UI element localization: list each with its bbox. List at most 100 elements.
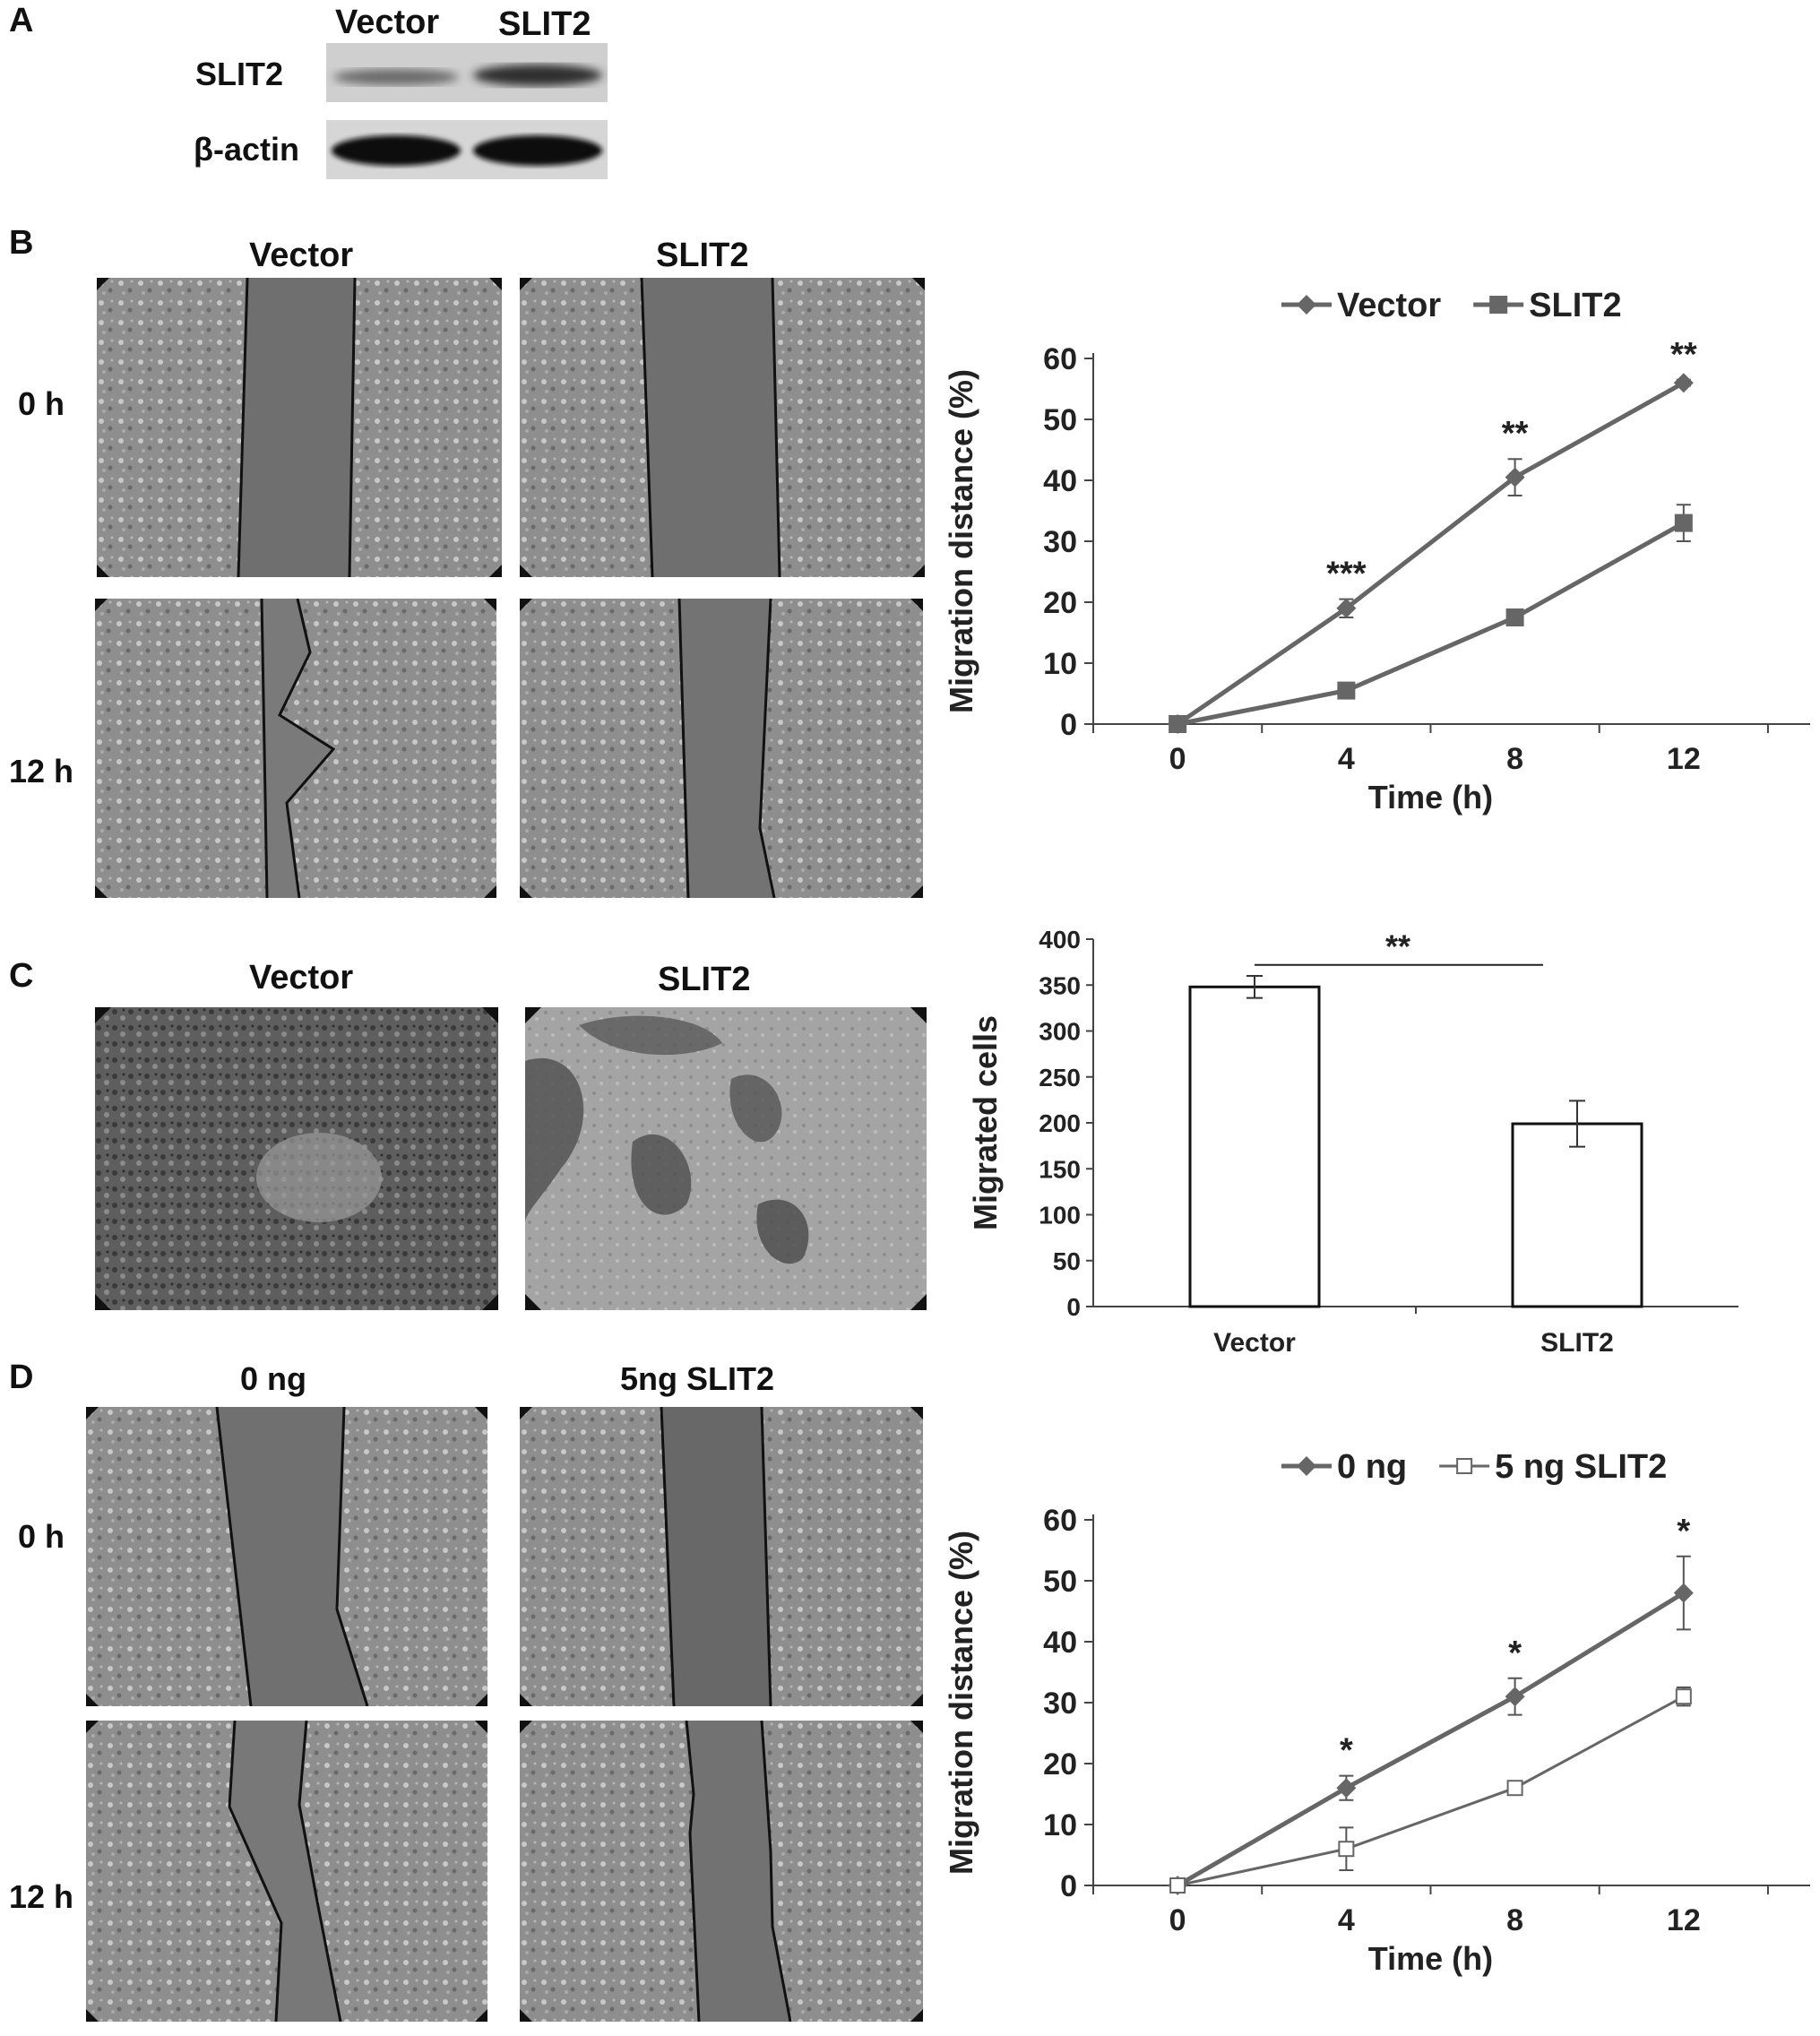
significance-label: ** xyxy=(1502,415,1529,453)
data-point xyxy=(1336,598,1357,618)
panel-b-letter: B xyxy=(9,224,34,262)
panel-c-column-vector: Vector xyxy=(249,959,354,996)
chart-c-migrated-cells: 0 50 100 150 200 250 300 350 400 Migrated cells Ve… xyxy=(967,926,1738,1358)
data-point xyxy=(1336,1778,1357,1799)
data-point xyxy=(1673,373,1694,393)
blot-band-slit2-vector xyxy=(333,69,459,85)
micrograph-b-slit2-12h xyxy=(520,599,923,898)
y-tick-label: 20 xyxy=(1043,586,1077,620)
y-tick-label: 200 xyxy=(1039,1109,1081,1137)
panel-b-row-12h: 12 h xyxy=(9,753,74,789)
x-category-label: SLIT2 xyxy=(1540,1328,1614,1358)
blot-band-slit2-slit2 xyxy=(473,65,602,86)
series-line-1 xyxy=(1177,1695,1685,1887)
y-axis-title: Migration distance (%) xyxy=(943,1531,979,1875)
micrograph-c-slit2 xyxy=(525,1007,927,1310)
x-category-label: Vector xyxy=(1213,1328,1296,1358)
panel-b-row-0h: 0 h xyxy=(18,385,65,422)
x-tick-label: 8 xyxy=(1506,742,1523,776)
y-tick-label: 30 xyxy=(1043,1687,1077,1721)
y-tick-label: 20 xyxy=(1043,1747,1077,1782)
micrograph-b-slit2-0h xyxy=(520,278,925,577)
y-tick-label: 250 xyxy=(1039,1064,1081,1091)
significance-label: ** xyxy=(1670,336,1697,374)
x-tick-label: 4 xyxy=(1338,742,1355,776)
x-tick-label: 4 xyxy=(1338,1903,1355,1937)
y-tick-label: 300 xyxy=(1039,1018,1081,1046)
y-tick-label: 60 xyxy=(1043,342,1077,376)
x-tick-label: 8 xyxy=(1506,1903,1523,1937)
y-tick-label: 0 xyxy=(1066,1293,1081,1321)
legend-label: SLIT2 xyxy=(1529,287,1621,324)
legend-label: 5 ng SLIT2 xyxy=(1495,1448,1667,1486)
x-tick-label: 12 xyxy=(1667,742,1701,776)
data-point xyxy=(1338,1841,1355,1858)
data-point xyxy=(1505,608,1524,626)
x-tick-label: 0 xyxy=(1169,742,1186,776)
micrograph-d-5ng-0h xyxy=(520,1407,923,1706)
micrograph-b-vector-0h xyxy=(97,278,502,577)
data-point xyxy=(1337,681,1356,700)
data-point xyxy=(1506,1780,1523,1797)
data-point xyxy=(1169,1877,1186,1894)
data-point xyxy=(1674,513,1693,532)
micrograph-c-vector xyxy=(95,1007,498,1310)
legend-label: 0 ng xyxy=(1337,1448,1407,1486)
panel-d-letter: D xyxy=(9,1359,34,1396)
y-tick-label: 50 xyxy=(1043,403,1077,437)
western-blot xyxy=(326,43,608,179)
panel-d-column-0ng: 0 ng xyxy=(240,1360,307,1397)
data-point xyxy=(1673,1583,1694,1603)
panel-b-column-vector: Vector xyxy=(249,237,354,274)
panel-d-column-5ng: 5ng SLIT2 xyxy=(620,1360,775,1397)
y-tick-label: 10 xyxy=(1043,1808,1077,1842)
y-tick-label: 100 xyxy=(1039,1202,1081,1229)
y-tick-label: 60 xyxy=(1043,1504,1077,1538)
series-line-1 xyxy=(1177,521,1686,727)
micrograph-d-0ng-12h xyxy=(86,1721,487,2022)
panel-d-row-0h: 0 h xyxy=(18,1518,65,1555)
data-point xyxy=(1169,715,1187,733)
y-tick-label: 0 xyxy=(1060,1869,1077,1903)
series-line-0 xyxy=(1176,1591,1686,1888)
legend-label: Vector xyxy=(1337,287,1441,324)
x-tick-label: 0 xyxy=(1169,1903,1186,1937)
panel-d-row-12h: 12 h xyxy=(9,1878,74,1915)
significance-label: * xyxy=(1508,1635,1522,1672)
blot-row-actin: β-actin xyxy=(194,131,299,168)
significance-label: ** xyxy=(1385,928,1410,965)
significance-label: *** xyxy=(1326,556,1367,593)
chart-b-migration-distance: 0 10 20 30 40 50 60 0 4 8 12 Time (h) Migration dist… xyxy=(943,287,1810,815)
data-point xyxy=(1505,467,1525,487)
legend-marker xyxy=(1456,1458,1473,1474)
y-axis-title: Migrated cells xyxy=(967,1015,1004,1230)
micrograph-d-0ng-0h xyxy=(86,1407,487,1706)
blot-band-actin-slit2 xyxy=(473,135,602,166)
data-point xyxy=(1675,1688,1692,1705)
y-tick-label: 0 xyxy=(1060,708,1077,742)
panel-c-column-slit2: SLIT2 xyxy=(658,961,751,998)
series-line-0 xyxy=(1176,381,1686,727)
blot-column-slit2: SLIT2 xyxy=(498,5,591,43)
significance-label: * xyxy=(1340,1732,1353,1770)
x-axis-title: Time (h) xyxy=(1368,1940,1493,1977)
y-tick-label: 400 xyxy=(1039,926,1081,953)
x-axis-title: Time (h) xyxy=(1368,779,1493,815)
y-tick-label: 50 xyxy=(1043,1565,1077,1599)
y-tick-label: 350 xyxy=(1039,971,1081,999)
bar xyxy=(1511,1122,1643,1308)
y-tick-label: 30 xyxy=(1043,525,1077,559)
y-tick-label: 150 xyxy=(1039,1155,1081,1183)
legend-marker xyxy=(1297,1456,1316,1476)
blot-row-slit2: SLIT2 xyxy=(195,56,284,92)
legend-marker xyxy=(1489,296,1508,314)
panel-c-letter: C xyxy=(9,957,34,995)
y-tick-label: 50 xyxy=(1053,1247,1081,1275)
y-axis-title: Migration distance (%) xyxy=(943,369,979,713)
bar xyxy=(1188,985,1321,1308)
y-tick-label: 40 xyxy=(1043,1626,1077,1660)
legend-marker xyxy=(1297,295,1316,315)
panel-a-letter: A xyxy=(9,2,34,39)
blot-column-vector: Vector xyxy=(335,4,440,41)
y-tick-label: 40 xyxy=(1043,464,1077,498)
